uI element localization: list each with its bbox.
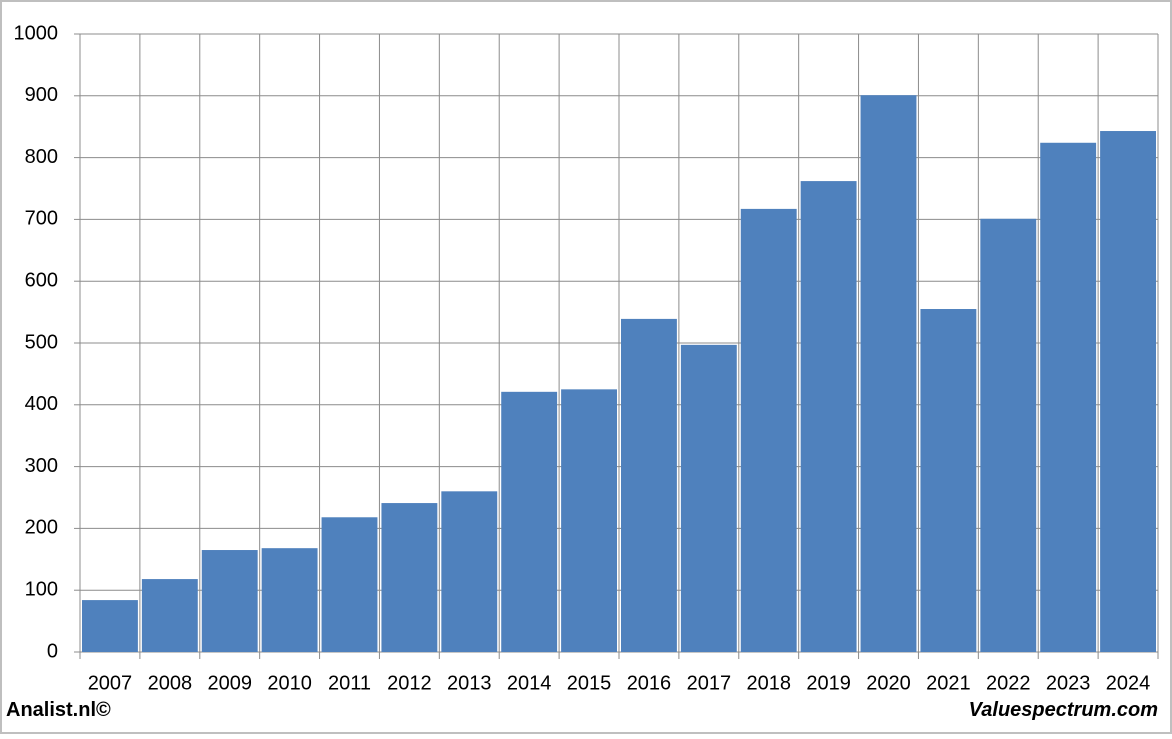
y-tick-label: 400 (25, 393, 58, 415)
bar (441, 491, 498, 652)
y-tick-label: 1000 (14, 22, 59, 44)
bar (261, 548, 318, 652)
x-tick-label: 2015 (567, 672, 612, 694)
x-tick-label: 2011 (328, 672, 371, 694)
x-tick-label: 2024 (1106, 672, 1151, 694)
bar (82, 600, 138, 652)
source-left: Analist.nl© (6, 699, 111, 721)
bar (980, 218, 1037, 653)
x-tick-label: 2023 (1046, 672, 1091, 694)
y-tick-label: 300 (25, 455, 58, 477)
x-tick-label: 2022 (986, 672, 1031, 694)
bar (501, 391, 558, 652)
bar (800, 181, 857, 653)
y-tick-label: 600 (25, 269, 58, 291)
source-right: Valuespectrum.com (969, 699, 1158, 721)
y-tick-label: 100 (25, 578, 58, 600)
bar (621, 318, 677, 652)
x-tick-label: 2008 (148, 672, 193, 694)
x-tick-label: 2013 (447, 672, 492, 694)
x-tick-label: 2020 (866, 672, 911, 694)
bar (201, 550, 258, 652)
y-tick-label: 500 (25, 331, 58, 353)
x-tick-label: 2012 (387, 672, 432, 694)
x-tick-label: 2021 (926, 672, 971, 694)
x-tick-label: 2019 (806, 672, 851, 694)
bar (1100, 131, 1156, 652)
bar (860, 95, 917, 652)
bar (321, 517, 378, 652)
y-tick-label: 900 (25, 84, 58, 106)
y-tick-label: 700 (25, 208, 58, 230)
y-tick-label: 800 (25, 146, 58, 168)
x-tick-label: 2014 (507, 672, 552, 694)
x-tick-label: 2016 (627, 672, 672, 694)
x-tick-label: 2010 (267, 672, 312, 694)
x-tick-label: 2009 (207, 672, 252, 694)
y-tick-label: 200 (25, 517, 58, 539)
bar (561, 389, 617, 652)
bar (1040, 142, 1097, 652)
bar (920, 309, 977, 652)
y-tick-label: 0 (47, 640, 58, 662)
x-tick-label: 2017 (687, 672, 732, 694)
bar (141, 579, 198, 652)
bar (381, 503, 438, 652)
bar (680, 344, 737, 652)
x-tick-label: 2007 (88, 672, 133, 694)
bar (740, 208, 797, 653)
x-tick-label: 2018 (746, 672, 791, 694)
